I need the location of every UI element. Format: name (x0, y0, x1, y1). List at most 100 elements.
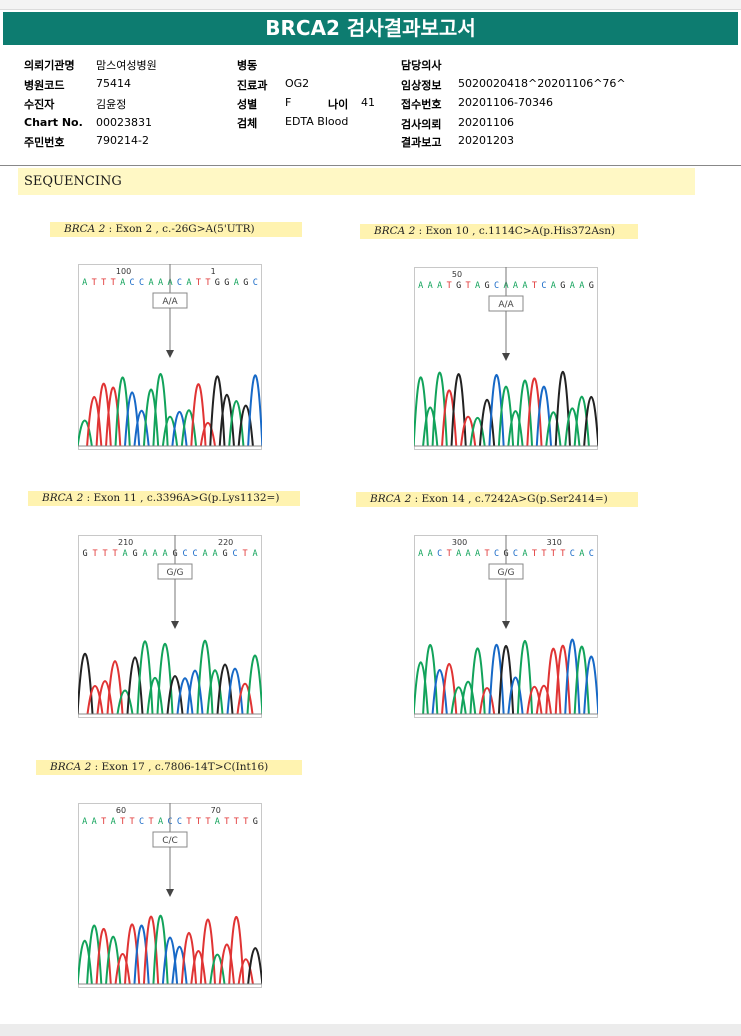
base-call: T (242, 549, 247, 559)
chromatogram-peak (218, 393, 235, 447)
chromatogram-peak (247, 947, 262, 985)
genotype-label: G/G (167, 568, 184, 578)
chromatogram-peak (431, 668, 448, 715)
base-call: C (192, 549, 197, 559)
variant-gene: BRCA 2 (50, 761, 92, 773)
base-call: T (234, 817, 239, 827)
base-call: A (82, 817, 87, 827)
chromatogram-peak (209, 953, 226, 985)
info-label: 진료과 (237, 79, 268, 92)
base-call: A (418, 281, 423, 291)
info-value: 75414 (96, 77, 131, 90)
chromatogram-peak (450, 373, 467, 447)
chromatogram-peak (176, 677, 194, 715)
base-call: T (484, 549, 489, 559)
base-call: C (253, 278, 258, 288)
position-label: 1 (211, 267, 216, 276)
variant-label: BRCA 2 : Exon 17 , c.7806-14T>C(Int16) (36, 760, 302, 775)
base-call: A (122, 549, 127, 559)
chromatogram-peak (114, 952, 131, 985)
base-call: G (222, 549, 227, 559)
position-label: 220 (218, 538, 233, 547)
base-call: T (196, 817, 201, 827)
chromatogram-peak (507, 676, 524, 715)
base-call: C (541, 281, 546, 291)
base-call: A (92, 817, 97, 827)
base-call: T (112, 549, 117, 559)
info-value: EDTA Blood (285, 115, 349, 128)
genotype-label: C/C (162, 836, 178, 846)
chromatogram-peak (573, 395, 590, 447)
chromatogram-peak (526, 377, 543, 447)
variant-gene: BRCA 2 (64, 223, 106, 235)
pointer-arrow (502, 353, 510, 361)
chromatogram-peak (516, 640, 534, 715)
info-label: 병동 (237, 59, 258, 72)
base-call: C (139, 817, 144, 827)
base-call: A (522, 281, 527, 291)
genotype-label: A/A (162, 297, 178, 307)
variant-gene: BRCA 2 (370, 493, 412, 505)
chromatogram-peak (488, 643, 505, 715)
base-call: T (92, 278, 97, 288)
base-call: A (513, 281, 518, 291)
base-call: T (541, 549, 546, 559)
chromatogram-peak (86, 924, 103, 985)
chromatogram-peak (545, 411, 562, 447)
info-label: 임상정보 (401, 79, 442, 92)
base-call: A (252, 549, 257, 559)
variant-detail: : Exon 11 , c.3396A>G(p.Lys1132=) (83, 492, 280, 504)
chromatogram-peak (564, 407, 581, 447)
chromatogram-peak (106, 660, 124, 715)
chromatogram-peak (488, 373, 505, 447)
info-value: 20201203 (458, 134, 514, 147)
info-value: OG2 (285, 77, 310, 90)
base-call: A (82, 278, 87, 288)
chromatogram: 50AAATGTAGCAAATCAGAAGA/A (414, 267, 598, 450)
base-call: C (494, 549, 499, 559)
base-call: T (466, 281, 471, 291)
info-label: 병원코드 (24, 79, 65, 92)
base-call: C (232, 549, 237, 559)
chromatogram: 300310AACTAAATCGCATTTTCACG/G (414, 535, 598, 718)
chromatogram-peak (133, 924, 150, 985)
base-call: A (437, 281, 442, 291)
base-call: T (447, 549, 452, 559)
chromatogram: 210220GTTTAGAAAGCCAAGCTAG/G (78, 535, 262, 718)
info-value: 20201106 (458, 116, 514, 129)
base-call: A (202, 549, 207, 559)
chromatogram-peak (545, 647, 562, 715)
chromatogram-peak (78, 940, 93, 985)
base-call: A (428, 281, 433, 291)
info-value: 맘스여성병원 (96, 59, 157, 72)
pointer-arrow (502, 621, 510, 629)
info-label: Chart No. (24, 116, 83, 129)
chromatogram-peak (171, 410, 188, 447)
chromatogram-peak (564, 638, 581, 715)
base-call: T (224, 817, 229, 827)
base-call: T (532, 549, 537, 559)
base-call: A (579, 549, 584, 559)
base-call: A (234, 278, 239, 288)
base-call: A (475, 281, 480, 291)
variant-label: BRCA 2 : Exon 14 , c.7242A>G(p.Ser2414=) (356, 492, 638, 507)
base-call: T (102, 549, 107, 559)
chromatogram-peak (180, 409, 198, 447)
position-label: 100 (116, 267, 131, 276)
info-value: F (285, 96, 292, 109)
base-call: G (589, 281, 594, 291)
base-call: A (142, 549, 147, 559)
chromatogram-peak (554, 371, 571, 447)
chromatogram-peak (136, 640, 154, 715)
base-call: T (243, 817, 248, 827)
chromatogram-peak (573, 645, 590, 715)
chromatogram-peak (171, 946, 188, 985)
base-call: A (466, 549, 471, 559)
base-call: C (494, 281, 499, 291)
base-call: G (82, 549, 87, 559)
base-call: A (162, 549, 167, 559)
base-call: C (130, 278, 135, 288)
chromatogram-peak (516, 379, 534, 447)
base-call: T (205, 278, 210, 288)
info-value: 김윤정 (96, 98, 127, 111)
